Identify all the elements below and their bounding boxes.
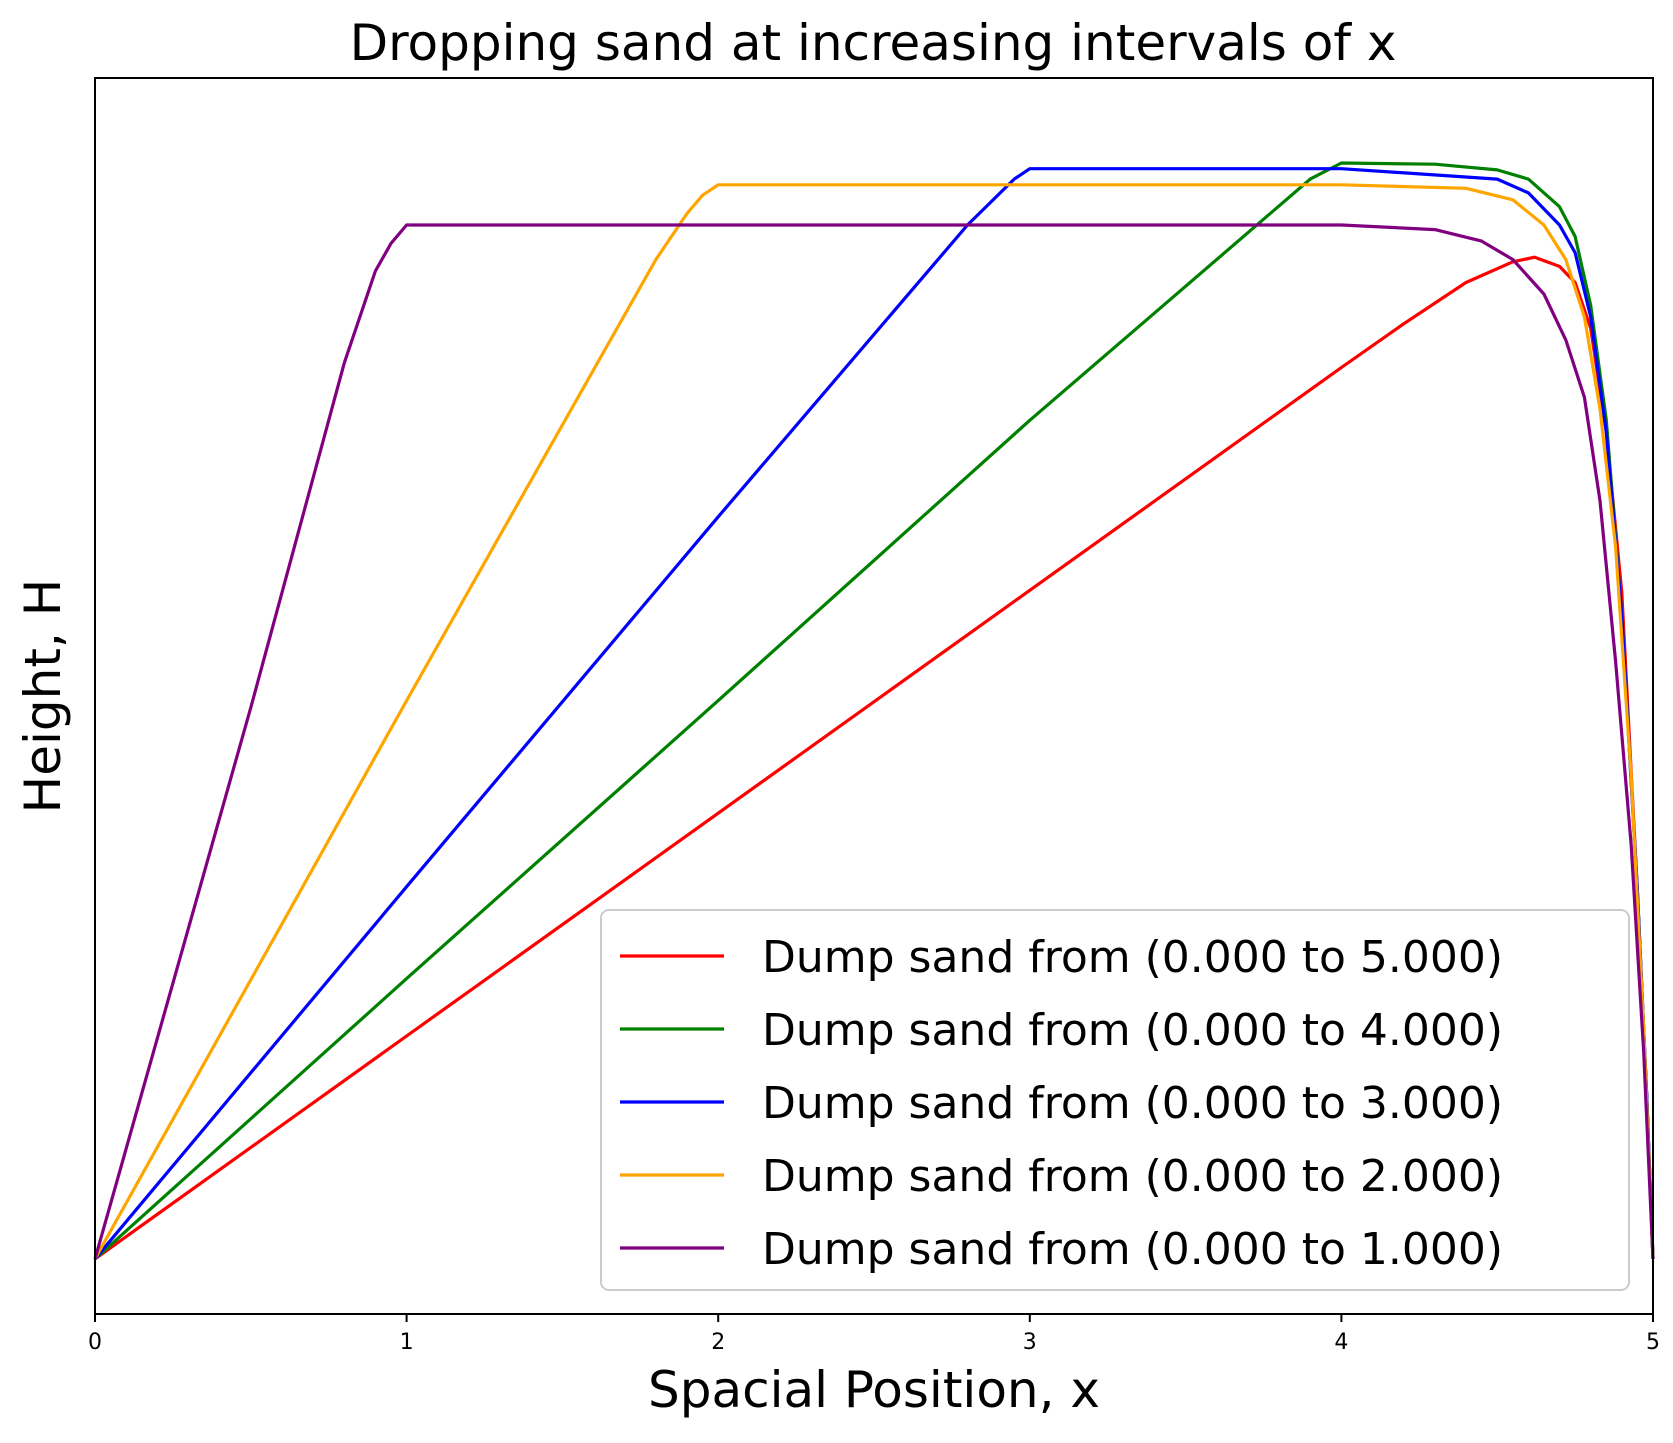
x-tick-label: 0 — [88, 1330, 102, 1355]
legend-entries: Dump sand from (0.000 to 5.000) Dump sand… — [620, 932, 1503, 1275]
x-tick-label: 4 — [1334, 1330, 1348, 1355]
legend: Dump sand from (0.000 to 5.000) Dump sand… — [600, 909, 1630, 1291]
plot-lines — [93, 161, 1655, 1261]
series-line-4 — [93, 183, 1655, 1260]
x-axis-label: Spacial Position, x — [648, 1361, 1100, 1419]
legend-label-3: Dump sand from (0.000 to 3.000) — [762, 1078, 1503, 1129]
legend-label-5: Dump sand from (0.000 to 1.000) — [762, 1224, 1503, 1275]
legend-label-4: Dump sand from (0.000 to 2.000) — [762, 1151, 1503, 1202]
x-tick-label: 1 — [400, 1330, 414, 1355]
y-axis-label: Height, H — [14, 579, 72, 814]
x-tick-label: 3 — [1023, 1330, 1037, 1355]
chart-title: Dropping sand at increasing intervals of… — [350, 14, 1397, 72]
plot-frame — [94, 77, 1654, 1315]
legend-label-1: Dump sand from (0.000 to 5.000) — [762, 932, 1503, 983]
legend-label-2: Dump sand from (0.000 to 4.000) — [762, 1005, 1503, 1056]
x-tick-label: 5 — [1646, 1330, 1660, 1355]
x-axis-ticks: 0 1 2 3 4 5 — [88, 1314, 1660, 1355]
series-line-5 — [93, 223, 1655, 1260]
x-tick-label: 2 — [711, 1330, 725, 1355]
legend-box — [600, 909, 1630, 1291]
